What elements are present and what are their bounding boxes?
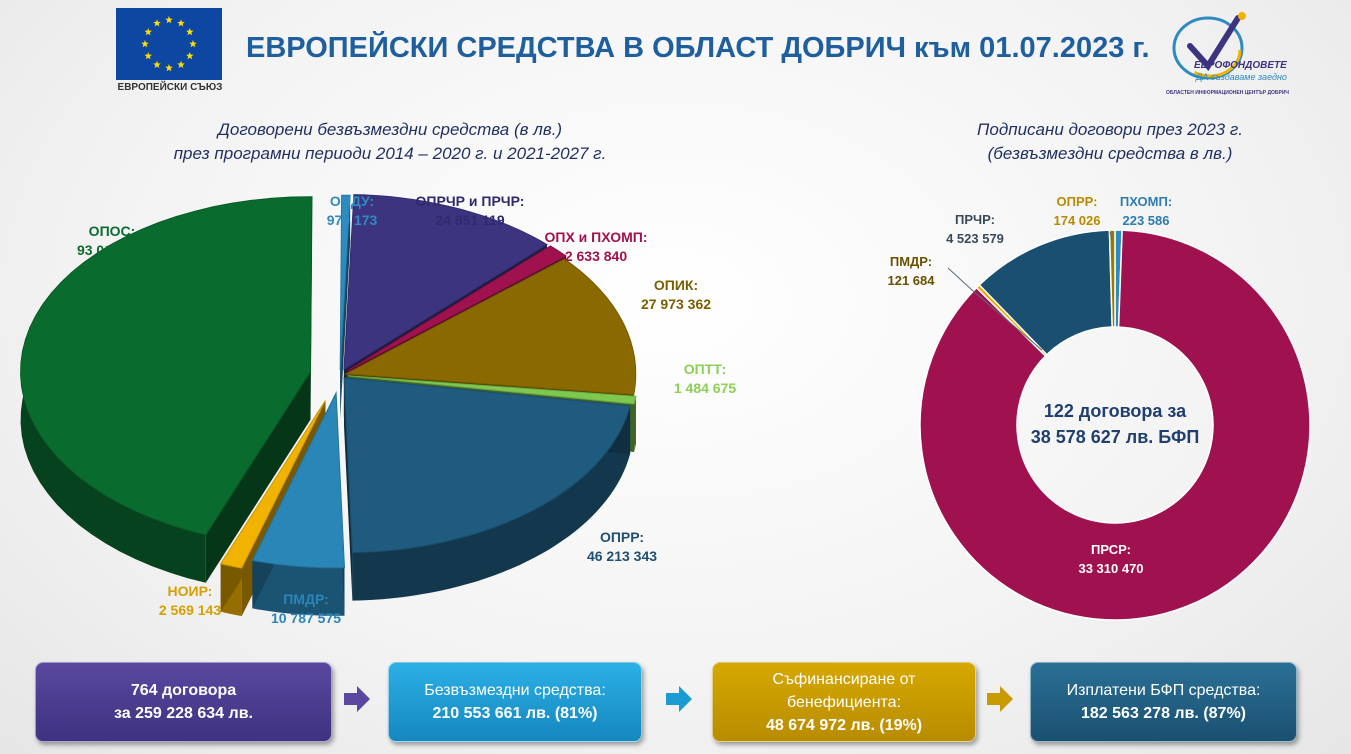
pie-label-name: ОПИК: [653, 277, 699, 293]
pie-slice-опду [339, 194, 351, 419]
pie-label-name: ПМДР: [283, 591, 329, 607]
donut-label-name: ПМДР: [889, 254, 933, 269]
pie-label-name: ОПРЧР и ПРЧР: [415, 193, 525, 209]
eurofunds-logo: ЕВРОФОНДОВЕТЕ ДА създаваме заедно ОБЛАСТ… [1160, 10, 1300, 100]
pie-chart-programs [20, 194, 637, 617]
logo-text-main: ЕВРОФОНДОВЕТЕ [1194, 60, 1287, 71]
eu-star-icon [189, 40, 197, 48]
donut-label-name: ПРСР: [1091, 542, 1131, 557]
pie-label-value: 24 851 119 [435, 212, 505, 228]
eu-star-icon [165, 16, 173, 24]
right-subtitle-line2: (безвъзмездни средства в лв.) [987, 144, 1233, 163]
summary-cofinance-amount: 48 674 972 лв. (19%) [765, 716, 923, 734]
summary-paid-box: Изплатени БФП средства: 182 563 278 лв. … [1030, 662, 1297, 742]
pie-label-value: 979 173 [326, 212, 378, 228]
donut-center-text: 122 договора за 38 578 627 лв. БФП [1010, 398, 1220, 450]
summary-contracts-count: 764 договора [130, 682, 237, 699]
page-title: ЕВРОПЕЙСКИ СРЕДСТВА В ОБЛАСТ ДОБРИЧ към … [246, 32, 1150, 64]
eu-star-icon [153, 19, 161, 27]
eu-star-icon [185, 28, 194, 36]
eu-star-icon [177, 60, 185, 69]
pie-label-пмдр: ПМДР: 10 787 575 [271, 590, 341, 628]
pie-label-опос: ОПОС: 93 066 431 [77, 222, 147, 260]
left-subtitle-line1: Договорени безвъзмездни средства (в лв.) [217, 120, 563, 139]
donut-label-прчр: ПРЧР: 4 523 579 [946, 210, 1004, 248]
leader-line-pmdr [947, 267, 1043, 351]
pie-label-value: 27 973 362 [640, 296, 712, 312]
donut-label-пхомп: ПХОМП: 223 586 [1120, 192, 1172, 230]
arrow-right-icon [342, 684, 372, 719]
summary-contracts-box: 764 договора за 259 228 634 лв. [35, 662, 332, 742]
leader-line-oprr [1109, 231, 1113, 241]
pie-label-value: 2 569 143 [158, 602, 222, 618]
donut-label-value: 121 684 [887, 273, 935, 288]
right-chart-subtitle: Подписани договори през 2023 г. (безвъзм… [930, 118, 1290, 166]
donut-label-name: ОПРР: [1056, 194, 1098, 209]
summary-grants-amount: 210 553 661 лв. (81%) [432, 705, 598, 722]
eu-star-icon [144, 28, 153, 36]
logo-text-sub: ДА създаваме заедно [1196, 72, 1287, 82]
pie-label-опду: ОПДУ: 979 173 [327, 192, 378, 230]
pie-slice-опрр [343, 377, 631, 601]
eu-star-icon [177, 19, 185, 27]
pie-label-name: ОПТТ: [683, 361, 727, 377]
pie-label-опик: ОПИК: 27 973 362 [641, 276, 711, 314]
pie-label-value: 2 633 840 [564, 248, 628, 264]
donut-slice-прср [919, 229, 1311, 621]
eu-star-icon [141, 40, 149, 48]
pie-slice-пмдр [251, 390, 346, 616]
donut-label-value: 174 026 [1053, 213, 1101, 228]
pie-label-value: 93 066 431 [76, 242, 148, 258]
eu-caption: ЕВРОПЕЙСКИ СЪЮЗ [117, 82, 223, 93]
donut-label-value: 33 310 470 [1078, 561, 1144, 576]
donut-center-line2: 38 578 627 лв. БФП [1030, 427, 1200, 447]
donut-label-name: ПХОМП: [1119, 194, 1173, 209]
donut-label-опрр: ОПРР: 174 026 [1054, 192, 1101, 230]
pie-label-value: 1 484 675 [673, 380, 737, 396]
pie-label-value: 46 213 343 [586, 548, 658, 564]
eu-star-icon [185, 52, 194, 60]
summary-grants-box: Безвъзмездни средства: 210 553 661 лв. (… [388, 662, 642, 742]
pie-label-value: 10 787 575 [270, 610, 342, 626]
summary-paid-amount: 182 563 278 лв. (87%) [1081, 705, 1246, 722]
donut-chart-2023 [919, 229, 1311, 621]
left-subtitle-line2: през програмни периоди 2014 – 2020 г. и … [173, 144, 607, 163]
summary-cofinance-box: Съфинансиране от бенефициента: 48 674 97… [712, 662, 976, 742]
arrow-right-icon [664, 684, 694, 719]
logo-text-org: ОБЛАСТЕН ИНФОРМАЦИОНЕН ЦЕНТЪР ДОБРИЧ [1166, 90, 1289, 96]
pie-label-ноир: НОИР: 2 569 143 [159, 582, 221, 620]
pie-label-опрчр-и-прчр: ОПРЧР и ПРЧР: 24 851 119 [416, 192, 525, 230]
donut-label-name: ПРЧР: [955, 212, 995, 227]
pie-label-оптт: ОПТТ: 1 484 675 [674, 360, 736, 398]
eu-star-icon [153, 60, 161, 69]
eu-flag-icon [116, 8, 222, 80]
donut-label-value: 223 586 [1122, 213, 1170, 228]
right-subtitle-line1: Подписани договори през 2023 г. [977, 120, 1243, 139]
summary-grants-label: Безвъзмездни средства: [424, 682, 606, 699]
arrow-right-icon [985, 684, 1015, 719]
eu-star-icon [165, 64, 173, 72]
pie-slice-опос [20, 196, 313, 583]
donut-label-прср: ПРСР: 33 310 470 [1078, 540, 1143, 578]
left-chart-subtitle: Договорени безвъзмездни средства (в лв.)… [110, 118, 670, 166]
summary-cofinance-label1: Съфинансиране от [772, 670, 916, 688]
pie-label-name: ОПДУ: [329, 193, 375, 209]
pie-label-name: ОПОС: [88, 223, 136, 239]
donut-slice-опрр [1108, 229, 1116, 328]
pie-label-name: ОПХ и ПХОМП: [544, 229, 648, 245]
summary-cofinance-label2: бенефициента: [786, 693, 902, 711]
summary-contracts-amount: за 259 228 634 лв. [114, 705, 253, 722]
pie-label-опх-и-пхомп: ОПХ и ПХОМП: 2 633 840 [545, 228, 648, 266]
donut-center-line1: 122 договора за [1043, 401, 1187, 421]
pie-label-name: ОПРР: [599, 529, 645, 545]
pie-label-name: НОИР: [167, 583, 213, 599]
donut-label-пмдр: ПМДР: 121 684 [888, 252, 935, 290]
summary-paid-label: Изплатени БФП средства: [1066, 682, 1261, 699]
pie-label-опрр: ОПРР: 46 213 343 [587, 528, 657, 566]
eu-star-icon [144, 52, 153, 60]
donut-label-value: 4 523 579 [946, 231, 1004, 246]
